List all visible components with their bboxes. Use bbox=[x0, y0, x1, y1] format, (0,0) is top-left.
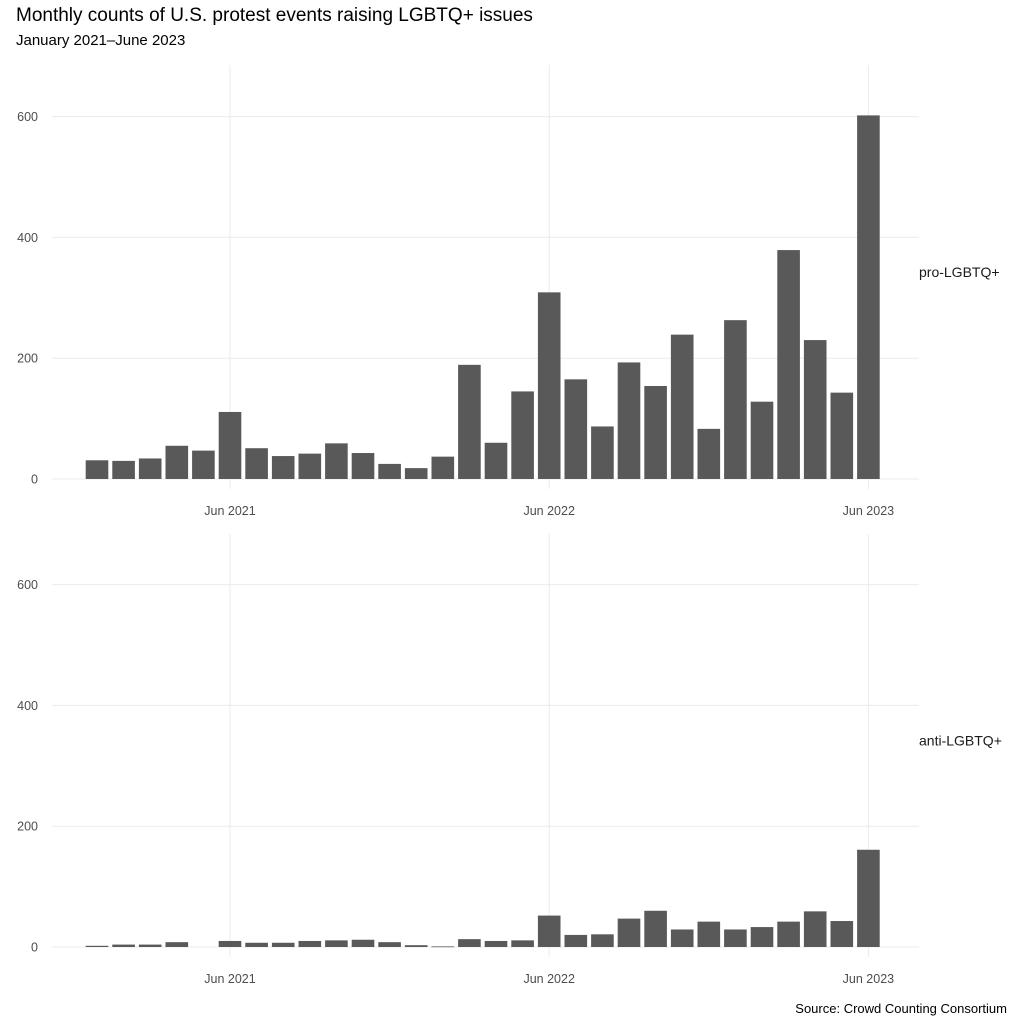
bar bbox=[112, 944, 135, 947]
bar bbox=[325, 443, 348, 479]
bar bbox=[298, 940, 322, 947]
x-tick-label: Jun 2023 bbox=[843, 972, 894, 986]
x-tick-label: Jun 2023 bbox=[843, 504, 894, 518]
bar bbox=[803, 911, 827, 947]
bar bbox=[644, 385, 667, 479]
bar bbox=[724, 929, 747, 947]
y-tick-label: 600 bbox=[17, 578, 38, 592]
bar bbox=[458, 939, 481, 947]
bar bbox=[431, 456, 455, 479]
bar bbox=[670, 334, 694, 479]
bar bbox=[830, 921, 854, 947]
bar bbox=[511, 940, 534, 947]
bar bbox=[697, 921, 721, 947]
bar bbox=[670, 929, 694, 947]
chart-subtitle: January 2021–June 2023 bbox=[16, 32, 186, 49]
x-tick-label: Jun 2021 bbox=[204, 972, 255, 986]
bar bbox=[564, 934, 588, 947]
bar bbox=[298, 453, 322, 479]
bar bbox=[378, 942, 401, 947]
bar bbox=[617, 362, 641, 479]
bar bbox=[724, 320, 747, 479]
bar bbox=[777, 250, 800, 479]
facet-label: pro-LGBTQ+ bbox=[919, 264, 1000, 280]
bar bbox=[537, 915, 561, 947]
y-tick-label: 0 bbox=[31, 473, 38, 487]
y-tick-label: 200 bbox=[17, 820, 38, 834]
bar bbox=[245, 942, 268, 947]
bar bbox=[511, 391, 534, 479]
bar bbox=[458, 364, 481, 479]
bar bbox=[777, 921, 800, 947]
bar bbox=[271, 942, 295, 947]
bar bbox=[85, 945, 109, 947]
bar bbox=[325, 940, 348, 947]
bar bbox=[617, 918, 641, 947]
bar bbox=[750, 401, 774, 479]
bar bbox=[218, 940, 242, 947]
x-tick-label: Jun 2021 bbox=[204, 504, 255, 518]
chart-title: Monthly counts of U.S. protest events ra… bbox=[16, 5, 533, 26]
bar bbox=[165, 445, 189, 479]
bar bbox=[644, 910, 667, 947]
bar bbox=[537, 292, 561, 479]
bar bbox=[431, 946, 455, 948]
bar bbox=[85, 460, 109, 479]
y-tick-label: 0 bbox=[31, 941, 38, 955]
bar bbox=[830, 392, 854, 479]
bar bbox=[271, 456, 295, 479]
x-tick-label: Jun 2022 bbox=[523, 972, 574, 986]
bar bbox=[697, 428, 721, 479]
bar bbox=[245, 448, 268, 479]
bar bbox=[484, 940, 508, 947]
bar bbox=[803, 340, 827, 479]
bar bbox=[857, 849, 880, 947]
y-tick-label: 200 bbox=[17, 352, 38, 366]
bar bbox=[138, 458, 162, 479]
bar bbox=[404, 468, 428, 479]
y-tick-label: 600 bbox=[17, 110, 38, 124]
y-tick-label: 400 bbox=[17, 231, 38, 245]
bar bbox=[351, 939, 375, 947]
bar bbox=[857, 115, 880, 479]
bar bbox=[404, 945, 428, 947]
bar bbox=[591, 426, 614, 479]
bar bbox=[378, 463, 401, 479]
bar bbox=[138, 944, 162, 947]
bar bbox=[591, 934, 614, 947]
bar bbox=[165, 942, 189, 947]
bar bbox=[192, 450, 215, 479]
bar bbox=[351, 453, 375, 479]
source-caption: Source: Crowd Counting Consortium bbox=[795, 1001, 1007, 1016]
bar bbox=[750, 927, 774, 947]
bar bbox=[564, 379, 588, 479]
bar bbox=[218, 411, 242, 479]
x-tick-label: Jun 2022 bbox=[523, 504, 574, 518]
bar bbox=[112, 460, 135, 479]
facet-label: anti-LGBTQ+ bbox=[919, 733, 1002, 749]
y-tick-label: 400 bbox=[17, 699, 38, 713]
bar bbox=[484, 442, 508, 479]
